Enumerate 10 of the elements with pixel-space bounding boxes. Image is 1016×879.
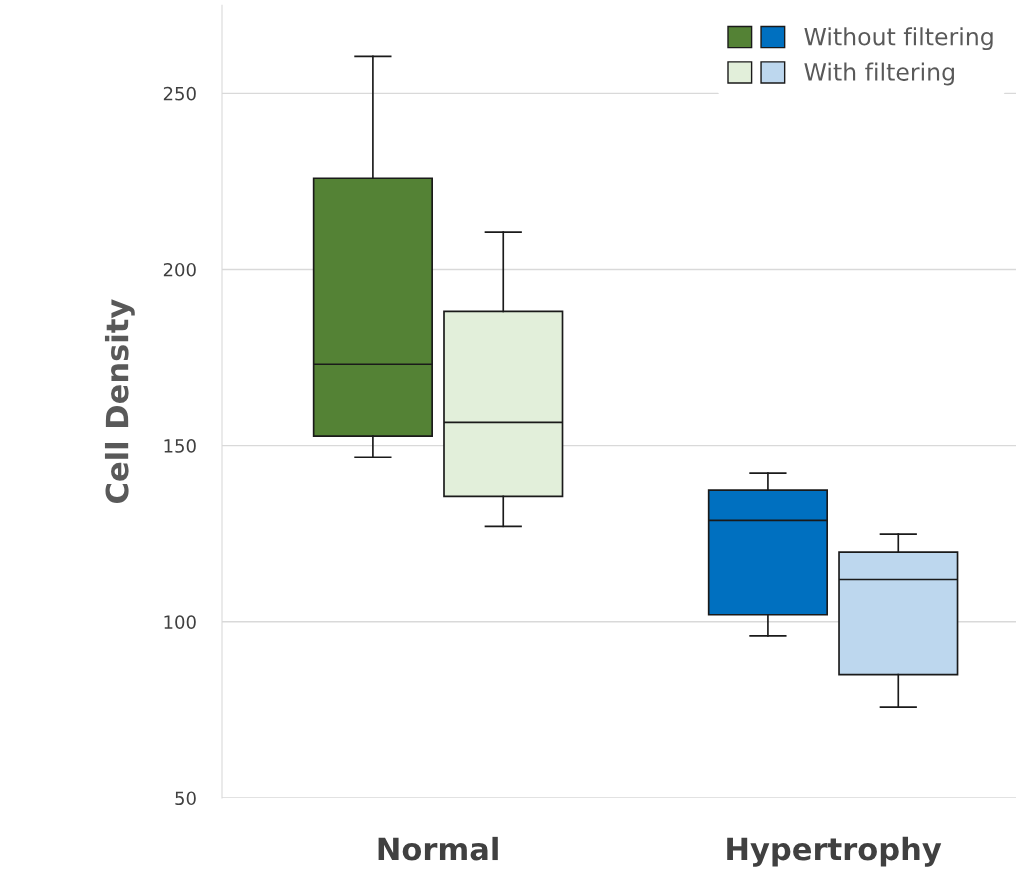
y-tick-label: 150 [164, 439, 196, 453]
legend-label: Without filtering [804, 27, 993, 51]
x-tick-label: Hypertrophy [727, 836, 942, 867]
x-tick-label: Normal [378, 836, 498, 861]
legend-label: With filtering [804, 62, 954, 86]
y-tick-label: 250 [163, 86, 196, 101]
y-tick-label: 50 [175, 791, 196, 806]
y-tick-label: 100 [164, 615, 196, 629]
y-axis-title: Cell Density [104, 299, 135, 503]
y-tick-label: 200 [163, 262, 196, 277]
